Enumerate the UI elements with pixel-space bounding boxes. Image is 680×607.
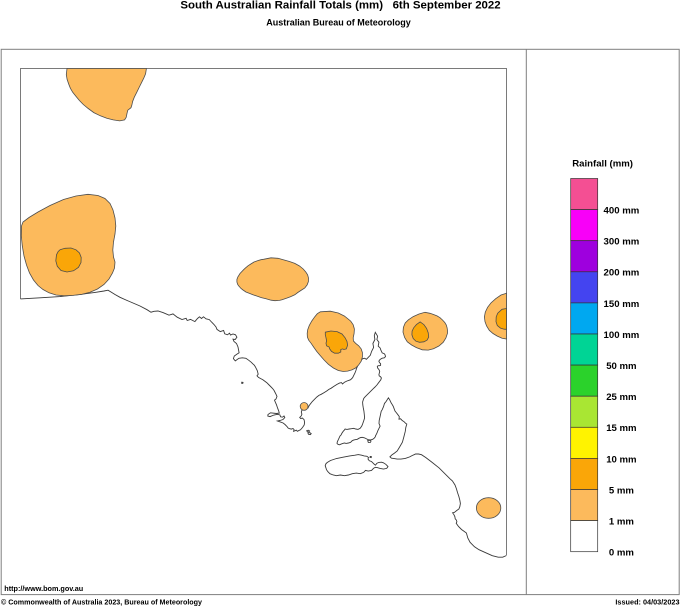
svg-text:150 mm: 150 mm: [604, 299, 640, 310]
svg-text:50 mm: 50 mm: [606, 361, 636, 372]
svg-text:200 mm: 200 mm: [604, 268, 640, 279]
svg-text:10 mm: 10 mm: [606, 454, 636, 465]
svg-text:15 mm: 15 mm: [606, 423, 636, 434]
svg-text:© Commonwealth of Australia 20: © Commonwealth of Australia 2023, Bureau…: [1, 599, 202, 607]
svg-text:0 mm: 0 mm: [609, 548, 634, 559]
svg-text:Australian Bureau of Meteorolo: Australian Bureau of Meteorology: [266, 18, 411, 28]
svg-text:http://www.bom.gov.au: http://www.bom.gov.au: [4, 584, 83, 593]
svg-text:Rainfall (mm): Rainfall (mm): [572, 159, 633, 170]
svg-text:5 mm: 5 mm: [609, 485, 634, 496]
svg-text:400 mm: 400 mm: [604, 206, 640, 217]
svg-text:25 mm: 25 mm: [606, 392, 636, 403]
svg-text:Issued: 04/03/2023: Issued: 04/03/2023: [615, 598, 679, 607]
svg-text:1 mm: 1 mm: [609, 517, 634, 528]
svg-text:South Australian Rainfall Tota: South Australian Rainfall Totals (mm) 6t…: [180, 0, 500, 12]
svg-text:300 mm: 300 mm: [604, 237, 640, 248]
svg-text:100 mm: 100 mm: [604, 330, 640, 341]
